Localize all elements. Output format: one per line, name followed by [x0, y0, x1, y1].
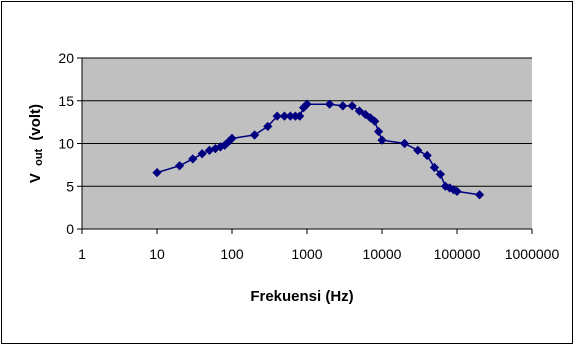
data-point-marker [302, 99, 312, 109]
data-point-marker [399, 138, 410, 149]
data-point-marker [295, 111, 305, 121]
data-point-marker [365, 113, 376, 123]
data-point-marker [197, 149, 207, 159]
data-point-marker [263, 121, 273, 132]
data-point-marker [272, 111, 282, 121]
data-point-marker [377, 135, 387, 145]
x-tick-label-100: 100 [220, 246, 244, 262]
data-point-marker [152, 167, 162, 178]
y-axis-title-main: V [27, 173, 44, 183]
y-tick-label-20: 20 [58, 50, 74, 66]
data-point-marker [413, 145, 423, 155]
data-point-marker [347, 101, 357, 111]
x-axis-title: Frekuensi (Hz) [250, 288, 353, 305]
x-tick-label-1000: 1000 [291, 246, 322, 262]
y-tick-label-5: 5 [66, 178, 74, 194]
axes [77, 57, 533, 234]
data-point-marker [324, 99, 335, 109]
x-tick-label-10000: 10000 [363, 246, 402, 262]
data-point-marker [435, 169, 445, 179]
y-axis-title: V out (volt) [27, 104, 46, 183]
data-point-marker [188, 154, 198, 164]
data-point-marker [354, 106, 365, 116]
y-axis-title-subscript: out [33, 148, 45, 165]
y-tick-label-10: 10 [58, 136, 74, 152]
data-point-marker [338, 101, 348, 111]
y-tick-label-15: 15 [58, 93, 74, 109]
data-point-marker [373, 126, 384, 137]
series-line-group [152, 99, 485, 200]
data-point-marker [440, 181, 451, 191]
x-tick-label-1: 1 [78, 246, 86, 262]
x-tick-label-10: 10 [149, 246, 165, 262]
x-tick-label-100000: 100000 [434, 246, 481, 262]
x-tick-label-1000000: 1000000 [505, 246, 560, 262]
y-axis-title-unit: (volt) [27, 104, 44, 141]
data-point-marker [429, 162, 440, 173]
data-point-marker [227, 133, 237, 143]
data-point-marker [474, 190, 485, 200]
y-tick-label-0: 0 [66, 221, 74, 237]
data-point-marker [370, 116, 380, 126]
tick-labels: 0 5 10 15 20 1 10 100 1000 10000 100000 1000000 [58, 50, 559, 262]
data-point-marker [249, 130, 260, 140]
data-point-marker [452, 186, 462, 197]
data-point-marker [174, 161, 185, 171]
data-point-marker [422, 150, 432, 161]
